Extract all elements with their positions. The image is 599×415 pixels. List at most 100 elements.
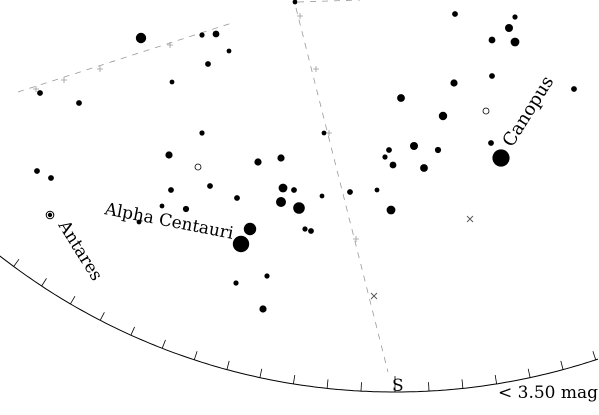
- horizon-tick: [259, 368, 263, 378]
- star: [234, 195, 240, 201]
- label-canopus: Canopus: [498, 72, 558, 150]
- grid-tick: [167, 42, 173, 48]
- star: [37, 90, 43, 96]
- star: [302, 226, 308, 232]
- grid-cross: [466, 215, 474, 223]
- star: [76, 100, 82, 106]
- horizon-tick: [13, 258, 20, 267]
- horizon: [0, 255, 599, 393]
- star: [264, 273, 270, 279]
- star: [571, 86, 577, 92]
- star: [505, 24, 513, 32]
- star: [135, 32, 147, 44]
- star-canopus: [492, 149, 510, 167]
- star: [259, 305, 267, 313]
- horizon-tick: [41, 278, 47, 287]
- grid-crosses: [370, 215, 474, 300]
- grid-tick: [313, 66, 319, 72]
- star: [165, 151, 173, 159]
- horizon-tick: [592, 351, 597, 360]
- star: [386, 147, 392, 153]
- star: [233, 280, 239, 286]
- star: [169, 79, 175, 85]
- star: [199, 130, 205, 136]
- star: [410, 142, 418, 150]
- star: [291, 187, 297, 193]
- star: [321, 130, 327, 136]
- direction-south: S: [392, 376, 404, 396]
- star: [182, 205, 190, 213]
- star: [243, 222, 257, 236]
- horizon-tick: [226, 360, 230, 370]
- grid-tick: [61, 77, 67, 83]
- star: [386, 205, 396, 215]
- star: [510, 37, 520, 47]
- star: [276, 197, 286, 207]
- horizon-tick: [293, 374, 296, 384]
- horizon-tick: [360, 382, 362, 392]
- horizon-tick: [193, 351, 198, 360]
- star: [168, 187, 174, 193]
- star-alpha-centauri: [232, 235, 250, 253]
- star: [212, 30, 220, 38]
- grid-tick: [33, 86, 39, 92]
- star: [382, 154, 388, 160]
- stars: [34, 0, 577, 313]
- grid-cross: [370, 292, 378, 300]
- star: [488, 36, 496, 44]
- grid-line-west: [17, 21, 236, 93]
- horizon-arc: [0, 255, 599, 393]
- star: [199, 32, 205, 38]
- star: [136, 219, 142, 225]
- hollow-star-marker: [482, 107, 490, 115]
- star: [512, 14, 518, 20]
- star: [489, 73, 495, 79]
- star: [254, 158, 262, 166]
- label-antares: Antares: [53, 216, 106, 284]
- grid-line-meridian: [295, 7, 389, 373]
- star: [207, 183, 213, 189]
- star: [226, 48, 232, 54]
- magnitude-limit-label: < 3.50 mag: [498, 383, 598, 403]
- star: [450, 79, 458, 87]
- star: [452, 11, 458, 17]
- grid-tick: [353, 236, 359, 242]
- horizon-tick: [70, 295, 76, 305]
- star: [319, 193, 325, 199]
- label-alpha-centauri: Alpha Centauri: [102, 199, 236, 244]
- star: [48, 175, 54, 181]
- horizon-tick: [161, 339, 166, 349]
- horizon-tick: [130, 326, 135, 336]
- horizon-tick: [428, 382, 430, 392]
- star-antares-core: [47, 212, 53, 218]
- star-antares: [45, 210, 55, 220]
- hollow-star-marker: [194, 163, 202, 171]
- horizon-tick: [99, 312, 105, 321]
- star: [397, 94, 405, 102]
- coordinate-grid: [17, 0, 389, 373]
- star: [389, 161, 397, 169]
- grid-tick: [297, 13, 303, 19]
- horizon-tick: [494, 374, 497, 384]
- star: [277, 154, 285, 162]
- grid-tick: [326, 130, 332, 136]
- star: [292, 0, 298, 5]
- grid-line-east: [297, 0, 361, 3]
- star: [159, 203, 165, 209]
- star: [205, 61, 211, 67]
- star: [420, 164, 428, 172]
- star: [278, 183, 288, 193]
- horizon-tick: [527, 368, 531, 378]
- star: [308, 228, 314, 234]
- star: [488, 140, 494, 146]
- grid-tick: [97, 66, 103, 72]
- star: [374, 187, 380, 193]
- grid-ticks: [33, 13, 359, 242]
- hollow-markers: [194, 107, 490, 171]
- star: [434, 146, 442, 154]
- horizon-tick: [461, 379, 464, 389]
- star: [438, 111, 448, 121]
- star: [347, 189, 353, 195]
